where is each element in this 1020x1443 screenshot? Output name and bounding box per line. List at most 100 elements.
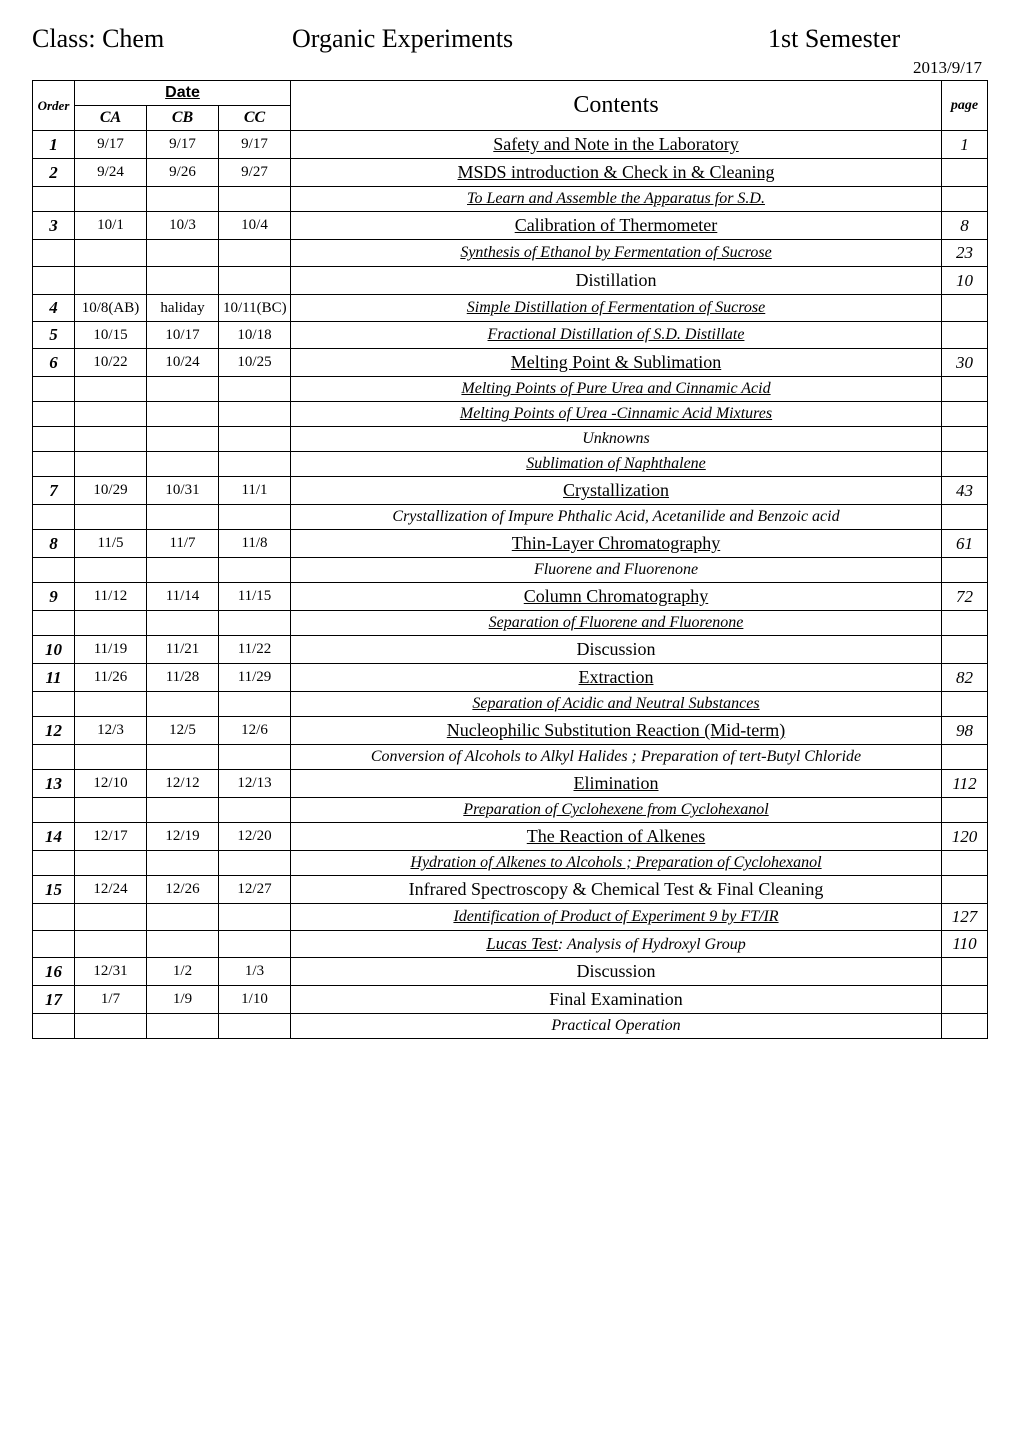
cell-date-cc (219, 692, 291, 717)
cell-page: 110 (942, 931, 988, 958)
cell-content: Final Examination (291, 986, 942, 1014)
cell-date-ca: 12/3 (75, 717, 147, 745)
table-row: 710/2910/3111/1Crystallization43 (33, 477, 988, 505)
cell-date-ca: 12/10 (75, 770, 147, 798)
table-row: 1011/1911/2111/22Discussion (33, 636, 988, 664)
cell-content: Separation of Acidic and Neutral Substan… (291, 692, 942, 717)
table-row: Separation of Acidic and Neutral Substan… (33, 692, 988, 717)
table-row: 410/8(AB)haliday10/11(BC)Simple Distilla… (33, 295, 988, 322)
cell-date-cc (219, 187, 291, 212)
cell-content: Separation of Fluorene and Fluorenone (291, 611, 942, 636)
cell-date-cb: 12/5 (147, 717, 219, 745)
table-row: 1512/2412/2612/27Infrared Spectroscopy &… (33, 876, 988, 904)
table-row: Identification of Product of Experiment … (33, 904, 988, 931)
cell-page (942, 322, 988, 349)
cell-order: 7 (33, 477, 75, 505)
cell-date-cc: 10/18 (219, 322, 291, 349)
cell-content: Extraction (291, 664, 942, 692)
cell-order (33, 798, 75, 823)
cell-date-ca (75, 187, 147, 212)
table-row: 1312/1012/1212/13Elimination112 (33, 770, 988, 798)
cell-date-cb (147, 1014, 219, 1039)
cell-content: Unknowns (291, 427, 942, 452)
cell-date-cb (147, 692, 219, 717)
cell-page (942, 377, 988, 402)
cell-order (33, 187, 75, 212)
cell-order: 4 (33, 295, 75, 322)
cell-date-cc (219, 267, 291, 295)
cell-date-ca (75, 798, 147, 823)
cell-order: 15 (33, 876, 75, 904)
table-row: 1212/312/512/6Nucleophilic Substitution … (33, 717, 988, 745)
cell-order (33, 240, 75, 267)
cell-date-ca: 11/12 (75, 583, 147, 611)
cell-date-cc: 12/6 (219, 717, 291, 745)
cell-content: Distillation (291, 267, 942, 295)
cell-page (942, 745, 988, 770)
table-row: 1111/2611/2811/29Extraction82 (33, 664, 988, 692)
cell-date-ca (75, 851, 147, 876)
cell-order: 17 (33, 986, 75, 1014)
cell-date-cb: 10/24 (147, 349, 219, 377)
cell-page (942, 402, 988, 427)
cell-page: 30 (942, 349, 988, 377)
table-row: Sublimation of Naphthalene (33, 452, 988, 477)
cell-date-cc: 11/1 (219, 477, 291, 505)
class-label: Class: Chem (32, 24, 292, 54)
cell-page: 1 (942, 131, 988, 159)
cell-order: 16 (33, 958, 75, 986)
cell-page: 61 (942, 530, 988, 558)
table-row: 510/1510/1710/18Fractional Distillation … (33, 322, 988, 349)
table-row: Synthesis of Ethanol by Fermentation of … (33, 240, 988, 267)
cell-order: 6 (33, 349, 75, 377)
cell-content: Identification of Product of Experiment … (291, 904, 942, 931)
cell-date-cb: 1/2 (147, 958, 219, 986)
cell-date-cb (147, 240, 219, 267)
cell-page (942, 452, 988, 477)
cell-order: 12 (33, 717, 75, 745)
cell-page (942, 636, 988, 664)
cell-date-cc: 12/13 (219, 770, 291, 798)
cell-content: Synthesis of Ethanol by Fermentation of … (291, 240, 942, 267)
cell-date-ca: 11/19 (75, 636, 147, 664)
cell-date-cb: 12/19 (147, 823, 219, 851)
cell-date-cb: 10/17 (147, 322, 219, 349)
cell-order (33, 692, 75, 717)
cell-date-cb (147, 187, 219, 212)
cell-date-ca (75, 1014, 147, 1039)
table-row: 29/249/269/27MSDS introduction & Check i… (33, 159, 988, 187)
cell-content: Fluorene and Fluorenone (291, 558, 942, 583)
cell-order (33, 452, 75, 477)
cell-page (942, 505, 988, 530)
header-page: page (942, 81, 988, 131)
cell-content: Lucas Test: Analysis of Hydroxyl Group (291, 931, 942, 958)
cell-date-ca: 1/7 (75, 986, 147, 1014)
page-title: Organic Experiments (292, 24, 768, 54)
page-header: Class: Chem Organic Experiments 1st Seme… (32, 24, 988, 54)
cell-date-cc (219, 505, 291, 530)
cell-content: Melting Point & Sublimation (291, 349, 942, 377)
cell-page: 82 (942, 664, 988, 692)
cell-date-ca: 12/17 (75, 823, 147, 851)
cell-date-cc: 1/10 (219, 986, 291, 1014)
cell-page (942, 798, 988, 823)
cell-content: Simple Distillation of Fermentation of S… (291, 295, 942, 322)
cell-date-cc (219, 427, 291, 452)
cell-date-ca (75, 427, 147, 452)
cell-date-cc (219, 240, 291, 267)
cell-date-cc: 11/8 (219, 530, 291, 558)
cell-date-cc: 10/4 (219, 212, 291, 240)
cell-date-cb (147, 558, 219, 583)
cell-date-cb: 11/14 (147, 583, 219, 611)
cell-content: Infrared Spectroscopy & Chemical Test & … (291, 876, 942, 904)
cell-order (33, 851, 75, 876)
cell-page: 98 (942, 717, 988, 745)
cell-date-cc: 11/15 (219, 583, 291, 611)
cell-date-ca (75, 452, 147, 477)
table-row: Practical Operation (33, 1014, 988, 1039)
cell-date-cb: 9/17 (147, 131, 219, 159)
cell-content: Discussion (291, 636, 942, 664)
cell-date-ca (75, 558, 147, 583)
cell-date-ca (75, 745, 147, 770)
table-row: Conversion of Alcohols to Alkyl Halides … (33, 745, 988, 770)
